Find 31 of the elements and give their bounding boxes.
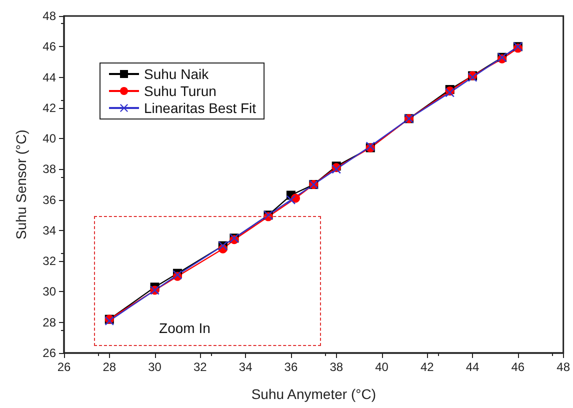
y-tick-label: 38 (42, 162, 56, 176)
point (286, 195, 296, 204)
x-tick-label: 30 (148, 360, 162, 374)
y-tick-label: 40 (42, 132, 56, 146)
y-tick-label: 42 (42, 100, 56, 115)
x-tick-label: 26 (57, 360, 71, 374)
x-tick-label: 48 (556, 360, 570, 374)
y-tick-label: 34 (42, 223, 56, 238)
x-tick-label: 34 (238, 360, 253, 374)
y-tick-label: 28 (42, 315, 56, 330)
y-tick-label: 48 (42, 9, 56, 23)
y-tick-label: 30 (42, 284, 56, 299)
x-tick-label: 42 (420, 360, 434, 374)
legend-label: Suhu Turun (144, 83, 216, 99)
y-tick-label: 32 (42, 254, 56, 268)
y-tick-label: 44 (42, 70, 56, 84)
x-tick-label: 38 (330, 360, 344, 374)
y-tick-label: 46 (42, 40, 56, 54)
legend-label: Suhu Naik (144, 66, 210, 82)
y-axis-title: Suhu Sensor (°C) (13, 130, 29, 240)
annotation: Zoom In (159, 320, 210, 336)
x-tick-label: 32 (194, 360, 208, 374)
legend-label: Linearitas Best Fit (144, 100, 256, 116)
x-tick-label: 44 (466, 360, 480, 374)
x-tick-label: 40 (375, 360, 389, 374)
x-tick-label: 46 (511, 360, 525, 374)
x-tick-label: 28 (102, 360, 116, 374)
y-tick-label: 26 (42, 346, 56, 360)
x-tick-label: 36 (284, 360, 298, 374)
y-tick-label: 36 (42, 192, 56, 207)
x-axis-title: Suhu Anymeter (°C) (251, 386, 376, 402)
